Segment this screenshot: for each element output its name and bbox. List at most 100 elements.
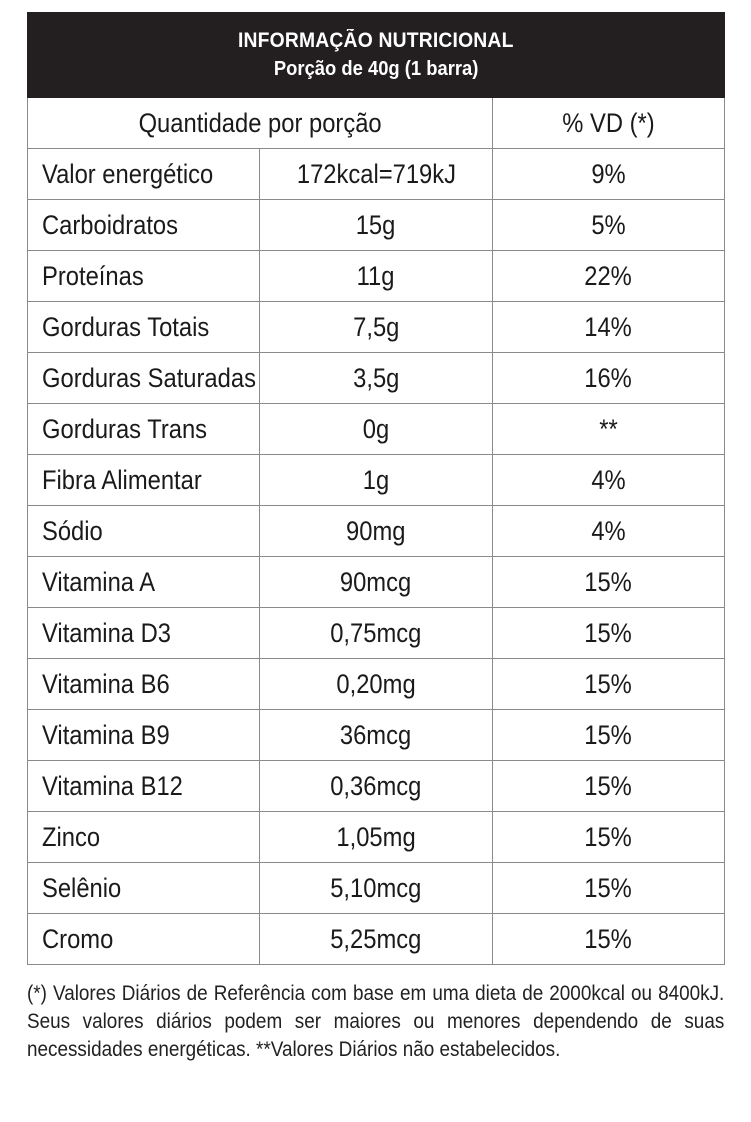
table-row: Gorduras Trans 0g **: [26, 403, 726, 455]
nutrient-amount: 0g: [362, 413, 390, 444]
label-header: INFORMAÇÃO NUTRICIONAL Porção de 40g (1 …: [27, 12, 725, 98]
nutrient-name-cell: Carboidratos: [26, 199, 261, 251]
table-row: Carboidratos 15g 5%: [26, 199, 726, 251]
nutrient-name: Vitamina B9: [42, 719, 170, 750]
table-row: Vitamina B9 36mcg 15%: [26, 709, 726, 761]
nutrient-name-cell: Vitamina B12: [26, 760, 261, 812]
nutrient-vd: 16%: [584, 362, 633, 393]
nutrient-amount-cell: 172kcal=719kJ: [259, 148, 493, 200]
nutrient-vd-cell: 4%: [491, 454, 726, 506]
nutrient-name-cell: Fibra Alimentar: [26, 454, 261, 506]
nutrient-name: Selênio: [42, 872, 122, 903]
nutrient-name-cell: Proteínas: [26, 250, 261, 302]
nutrient-vd: 4%: [591, 464, 626, 495]
nutrient-amount: 0,20mg: [336, 668, 416, 699]
label-title: INFORMAÇÃO NUTRICIONAL: [238, 29, 514, 52]
table-row: Proteínas 11g 22%: [26, 250, 726, 302]
nutrient-amount: 36mcg: [340, 719, 412, 750]
nutrient-vd-cell: 15%: [491, 607, 726, 659]
table-row: Vitamina D3 0,75mcg 15%: [26, 607, 726, 659]
nutrient-amount-cell: 15g: [259, 199, 493, 251]
nutrient-name: Vitamina D3: [42, 617, 171, 648]
nutrient-vd-cell: 22%: [491, 250, 726, 302]
nutrient-name: Valor energético: [42, 158, 214, 189]
nutrient-vd: 9%: [591, 158, 626, 189]
nutrient-name-cell: Gorduras Totais: [26, 301, 261, 353]
table-header-row: Quantidade por porção % VD (*): [27, 98, 726, 149]
nutrient-vd-cell: 4%: [491, 505, 726, 557]
nutrient-vd-cell: 15%: [491, 913, 726, 965]
nutrient-vd-cell: 16%: [491, 352, 726, 404]
nutrient-vd: 15%: [584, 770, 633, 801]
nutrient-name-cell: Gorduras Trans: [26, 403, 261, 455]
nutrient-name: Vitamina A: [42, 566, 156, 597]
nutrient-name: Gorduras Trans: [42, 413, 208, 444]
nutrient-name: Gorduras Saturadas: [42, 362, 256, 393]
nutrient-amount-cell: 0,20mg: [259, 658, 493, 710]
nutrient-amount: 172kcal=719kJ: [296, 158, 456, 189]
nutrient-amount-cell: 5,10mcg: [259, 862, 493, 914]
nutrient-name: Carboidratos: [42, 209, 179, 240]
nutrient-amount: 15g: [356, 209, 396, 240]
nutrient-vd-cell: 14%: [491, 301, 726, 353]
table-row: Valor energético 172kcal=719kJ 9%: [26, 148, 726, 200]
nutrient-vd-cell: 9%: [491, 148, 726, 200]
nutrient-amount: 90mcg: [340, 566, 412, 597]
table-row: Vitamina B12 0,36mcg 15%: [26, 760, 726, 812]
vd-header: % VD (*): [562, 107, 655, 138]
serving-size: Porção de 40g (1 barra): [273, 58, 479, 80]
nutrient-amount-cell: 0,75mcg: [259, 607, 493, 659]
nutrient-name: Proteínas: [42, 260, 144, 291]
footnote: (*) Valores Diários de Referência com ba…: [27, 980, 725, 1064]
nutrition-table: Quantidade por porção % VD (*) Valor ene…: [26, 98, 726, 965]
nutrient-name-cell: Vitamina B9: [26, 709, 261, 761]
nutrient-vd-cell: 5%: [491, 199, 726, 251]
table-row: Selênio 5,10mcg 15%: [26, 862, 726, 914]
nutrient-name: Sódio: [42, 515, 103, 546]
nutrient-vd-cell: 15%: [491, 811, 726, 863]
nutrient-name: Gorduras Totais: [42, 311, 210, 342]
nutrient-vd: **: [599, 413, 618, 444]
nutrient-name: Vitamina B6: [42, 668, 170, 699]
nutrient-name-cell: Valor energético: [26, 148, 261, 200]
nutrient-amount: 5,10mcg: [330, 872, 422, 903]
nutrient-amount-cell: 3,5g: [259, 352, 493, 404]
nutrient-vd: 4%: [591, 515, 626, 546]
nutrient-vd-cell: 15%: [491, 709, 726, 761]
nutrient-name-cell: Vitamina D3: [26, 607, 261, 659]
nutrient-amount-cell: 36mcg: [259, 709, 493, 761]
nutrient-name-cell: Vitamina A: [26, 556, 261, 608]
nutrient-vd-cell: 15%: [491, 862, 726, 914]
nutrient-amount: 1,05mg: [336, 821, 416, 852]
table-row: Gorduras Totais 7,5g 14%: [26, 301, 726, 353]
table-row: Fibra Alimentar 1g 4%: [26, 454, 726, 506]
table-row: Vitamina A 90mcg 15%: [26, 556, 726, 608]
nutrient-amount-cell: 90mg: [259, 505, 493, 557]
nutrient-amount: 11g: [357, 260, 395, 291]
nutrient-name-cell: Gorduras Saturadas: [26, 352, 261, 404]
nutrient-vd: 15%: [584, 617, 633, 648]
nutrient-vd-cell: **: [491, 403, 726, 455]
nutrient-name: Fibra Alimentar: [42, 464, 202, 495]
nutrient-vd: 15%: [584, 668, 633, 699]
footnote-text: (*) Valores Diários de Referência com ba…: [27, 982, 725, 1061]
table-row: Sódio 90mg 4%: [26, 505, 726, 557]
nutrition-label: INFORMAÇÃO NUTRICIONAL Porção de 40g (1 …: [26, 12, 726, 965]
nutrient-amount: 5,25mcg: [330, 923, 422, 954]
nutrient-name-cell: Selênio: [26, 862, 261, 914]
nutrient-vd: 14%: [584, 311, 633, 342]
nutrient-vd-cell: 15%: [491, 760, 726, 812]
nutrient-vd: 15%: [584, 872, 633, 903]
table-row: Cromo 5,25mcg 15%: [26, 913, 726, 965]
nutrient-vd: 15%: [584, 923, 633, 954]
nutrient-amount: 3,5g: [352, 362, 400, 393]
nutrient-name: Vitamina B12: [42, 770, 183, 801]
vd-header-cell: % VD (*): [491, 98, 726, 149]
nutrient-name: Cromo: [42, 923, 114, 954]
nutrient-name-cell: Sódio: [26, 505, 261, 557]
nutrient-amount: 7,5g: [352, 311, 400, 342]
table-row: Gorduras Saturadas 3,5g 16%: [26, 352, 726, 404]
nutrient-name-cell: Cromo: [26, 913, 261, 965]
nutrient-name-cell: Zinco: [26, 811, 261, 863]
nutrient-name-cell: Vitamina B6: [26, 658, 261, 710]
